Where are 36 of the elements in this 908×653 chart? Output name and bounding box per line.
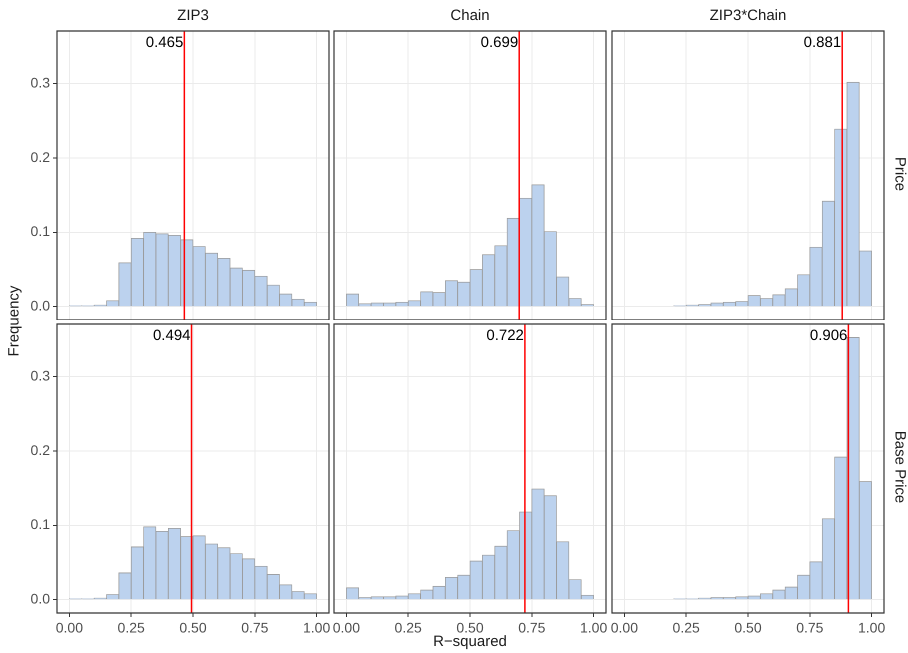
x-tick-label: 0.50: [734, 619, 762, 636]
x-tick-label: 0.25: [672, 619, 700, 636]
y2-axis-title: Price: [892, 156, 908, 192]
ref-line-label: 0.465: [146, 34, 184, 52]
y-tick-label: 0.0: [30, 590, 50, 606]
x-tick-label: 1.00: [303, 619, 330, 636]
y-tick-label: 0.3: [30, 368, 50, 384]
ref-line-label: 0.906: [810, 327, 848, 344]
y-tick-label: 0.3: [30, 74, 50, 91]
chart-title: Chain: [449, 7, 491, 24]
x-tick-label: 0.00: [332, 619, 360, 636]
x-tick-label: 0.25: [118, 619, 146, 636]
y-tick-label: 0.0: [30, 297, 50, 314]
x-tick-label: 0.00: [610, 619, 638, 636]
ref-line-label: 0.494: [152, 327, 191, 344]
ref-line-label: 0.722: [486, 327, 524, 344]
chart-title: ZIP3*Chain: [708, 7, 788, 24]
y-tick-label: 0.2: [30, 442, 50, 458]
x-tick-label: 0.75: [796, 619, 824, 636]
x-tick-label: 0.00: [56, 619, 84, 636]
y-axis-title: Frequency: [6, 285, 22, 356]
y-tick-label: 0.1: [30, 223, 50, 240]
x-tick-label: 0.75: [241, 619, 269, 636]
x-tick-label: 1.00: [858, 619, 886, 636]
x-tick-label: 0.50: [456, 619, 484, 636]
ref-line-label: 0.881: [804, 34, 842, 52]
ref-line-label: 0.699: [480, 34, 518, 52]
y-tick-label: 0.1: [30, 516, 50, 532]
x-tick-label: 0.25: [394, 619, 422, 636]
chart-title: ZIP3: [176, 7, 210, 24]
y2-axis-title: Base Price: [892, 430, 908, 504]
x-tick-label: 0.75: [518, 619, 546, 636]
y-tick-label: 0.2: [30, 148, 50, 165]
x-tick-label: 0.50: [179, 619, 207, 636]
x-axis-title: R−squared: [433, 633, 507, 650]
x-tick-label: 1.00: [580, 619, 608, 636]
